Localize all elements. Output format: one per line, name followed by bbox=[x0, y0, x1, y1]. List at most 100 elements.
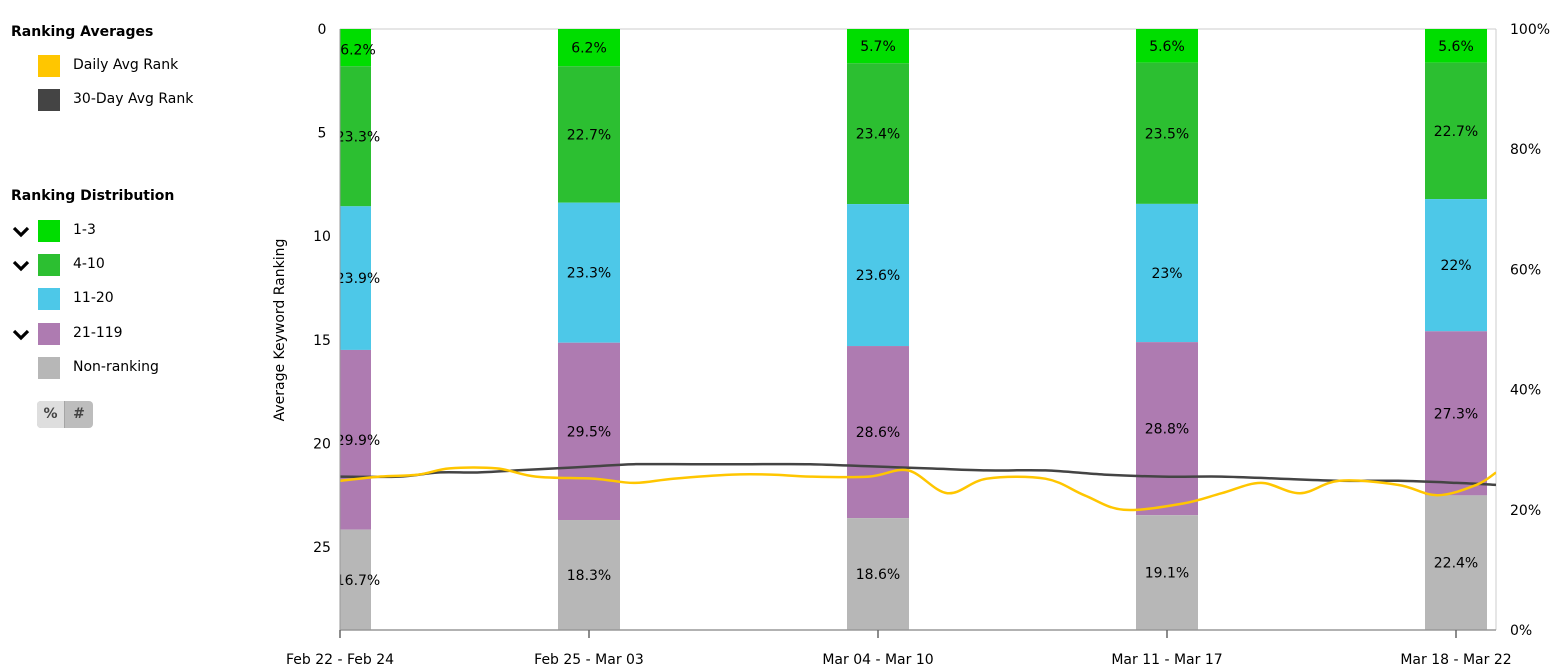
legend-label: 1-3 bbox=[73, 222, 96, 238]
bar-data-label: 23.5% bbox=[1145, 126, 1189, 142]
bar-data-label: 22.7% bbox=[1434, 124, 1478, 140]
x-tick-label: Feb 22 - Feb 24 bbox=[286, 652, 394, 668]
chevron-down-icon[interactable] bbox=[11, 221, 31, 241]
bar-data-label: 22.4% bbox=[1434, 556, 1478, 572]
y-left-tick-label: 20 bbox=[313, 436, 331, 452]
bar-data-label: 16.7% bbox=[336, 573, 380, 589]
bar-segment[interactable] bbox=[1136, 342, 1198, 516]
legend-item-daily-avg-rank[interactable]: Daily Avg Rank bbox=[0, 54, 240, 78]
bar-data-label: 5.6% bbox=[1438, 39, 1474, 55]
bar-segment[interactable] bbox=[1136, 515, 1198, 630]
bar-segment[interactable] bbox=[558, 342, 620, 521]
y-right-tick-label: 100% bbox=[1510, 22, 1550, 38]
percent-toggle-button[interactable]: % bbox=[37, 401, 65, 428]
legend-label: 30-Day Avg Rank bbox=[73, 91, 194, 107]
bar-segment[interactable] bbox=[847, 204, 909, 347]
y-left-tick-label: 15 bbox=[313, 333, 331, 349]
y-axis-title: Average Keyword Ranking bbox=[272, 239, 288, 422]
non-ranking-swatch bbox=[38, 357, 60, 379]
bar-segment[interactable] bbox=[558, 202, 620, 343]
legend-item-21-119[interactable]: 21-119 bbox=[0, 322, 240, 346]
daily-avg-rank-swatch bbox=[38, 55, 60, 77]
y-right-tick-label: 60% bbox=[1510, 262, 1541, 278]
daily-avg-rank-line[interactable] bbox=[340, 466, 1496, 512]
bar-segment[interactable] bbox=[309, 206, 371, 350]
bar-data-label: 6.2% bbox=[571, 41, 607, 57]
bar-data-label: 27.3% bbox=[1434, 406, 1478, 422]
4-10-swatch bbox=[38, 254, 60, 276]
y-left-tick-label: 0 bbox=[318, 22, 327, 38]
ranking-distribution-heading: Ranking Distribution bbox=[11, 188, 175, 204]
legend-panel: Ranking Averages Daily Avg Rank 30-Day A… bbox=[0, 0, 260, 670]
bar-segment[interactable] bbox=[1425, 331, 1487, 496]
bar-data-label: 6.2% bbox=[340, 43, 376, 59]
bar-segment[interactable] bbox=[1136, 29, 1198, 63]
bar-data-label: 29.9% bbox=[336, 433, 380, 449]
legend-label: 11-20 bbox=[73, 290, 114, 306]
y-right-tick-label: 0% bbox=[1510, 623, 1532, 639]
bar-data-label: 23.9% bbox=[336, 271, 380, 287]
bar-segment[interactable] bbox=[558, 520, 620, 630]
bar-data-label: 22% bbox=[1440, 258, 1471, 274]
count-toggle-button[interactable]: # bbox=[73, 406, 85, 422]
bar-data-label: 23.3% bbox=[336, 129, 380, 145]
bar-data-label: 23% bbox=[1151, 266, 1182, 282]
bar-segment[interactable] bbox=[1425, 29, 1487, 63]
bar-data-label: 22.7% bbox=[567, 127, 611, 143]
bar-data-label: 28.6% bbox=[856, 425, 900, 441]
y-left-tick-label: 5 bbox=[318, 126, 327, 142]
percent-count-toggle[interactable]: % # bbox=[37, 401, 93, 428]
bar-segment[interactable] bbox=[847, 518, 909, 630]
bar-data-label: 28.8% bbox=[1145, 422, 1189, 438]
bar-data-label: 23.6% bbox=[856, 268, 900, 284]
bar-segment[interactable] bbox=[1136, 203, 1198, 343]
legend-item-30-day-avg-rank[interactable]: 30-Day Avg Rank bbox=[0, 88, 240, 112]
chevron-down-icon[interactable] bbox=[11, 255, 31, 275]
legend-label: Daily Avg Rank bbox=[73, 57, 179, 73]
bar-segment[interactable] bbox=[558, 29, 620, 67]
bar-data-label: 23.4% bbox=[856, 127, 900, 143]
30-day-avg-rank-swatch bbox=[38, 89, 60, 111]
chevron-down-icon[interactable] bbox=[11, 324, 31, 344]
bar-data-label: 18.6% bbox=[856, 567, 900, 583]
bar-segment[interactable] bbox=[1425, 62, 1487, 200]
11-20-swatch bbox=[38, 288, 60, 310]
legend-item-1-3[interactable]: 1-3 bbox=[0, 219, 240, 243]
bar-segment[interactable] bbox=[1136, 62, 1198, 204]
30-day-avg-rank-line[interactable] bbox=[340, 462, 1496, 487]
bar-segment[interactable] bbox=[1425, 495, 1487, 630]
bar-data-label: 29.5% bbox=[567, 424, 611, 440]
legend-label: Non-ranking bbox=[73, 359, 159, 375]
x-tick-label: Mar 04 - Mar 10 bbox=[822, 652, 933, 668]
1-3-swatch bbox=[38, 220, 60, 242]
bar-data-label: 5.6% bbox=[1149, 39, 1185, 55]
legend-label: 4-10 bbox=[73, 256, 105, 272]
bar-data-label: 5.7% bbox=[860, 39, 896, 55]
bar-segment[interactable] bbox=[309, 29, 371, 67]
bar-segment[interactable] bbox=[309, 529, 371, 630]
bar-segment[interactable] bbox=[309, 349, 371, 530]
y-right-tick-label: 80% bbox=[1510, 142, 1541, 158]
legend-item-4-10[interactable]: 4-10 bbox=[0, 253, 240, 277]
21-119-swatch bbox=[38, 323, 60, 345]
y-right-tick-label: 40% bbox=[1510, 383, 1541, 399]
y-left-tick-label: 10 bbox=[313, 229, 331, 245]
bar-segment[interactable] bbox=[847, 346, 909, 519]
x-tick-label: Feb 25 - Mar 03 bbox=[534, 652, 644, 668]
bar-data-label: 23.3% bbox=[567, 266, 611, 282]
bar-segment[interactable] bbox=[558, 66, 620, 203]
legend-item-non-ranking[interactable]: Non-ranking bbox=[0, 356, 240, 380]
bar-data-label: 18.3% bbox=[567, 568, 611, 584]
x-tick-label: Mar 11 - Mar 17 bbox=[1111, 652, 1222, 668]
bar-segment[interactable] bbox=[1425, 199, 1487, 332]
bar-segment[interactable] bbox=[847, 29, 909, 64]
y-right-tick-label: 20% bbox=[1510, 503, 1541, 519]
ranking-averages-heading: Ranking Averages bbox=[11, 24, 154, 40]
x-tick-label: Mar 18 - Mar 22 bbox=[1400, 652, 1511, 668]
y-left-tick-label: 25 bbox=[313, 540, 331, 556]
bar-segment[interactable] bbox=[309, 66, 371, 207]
bar-segment[interactable] bbox=[847, 63, 909, 205]
legend-item-11-20[interactable]: 11-20 bbox=[0, 287, 240, 311]
legend-label: 21-119 bbox=[73, 325, 123, 341]
